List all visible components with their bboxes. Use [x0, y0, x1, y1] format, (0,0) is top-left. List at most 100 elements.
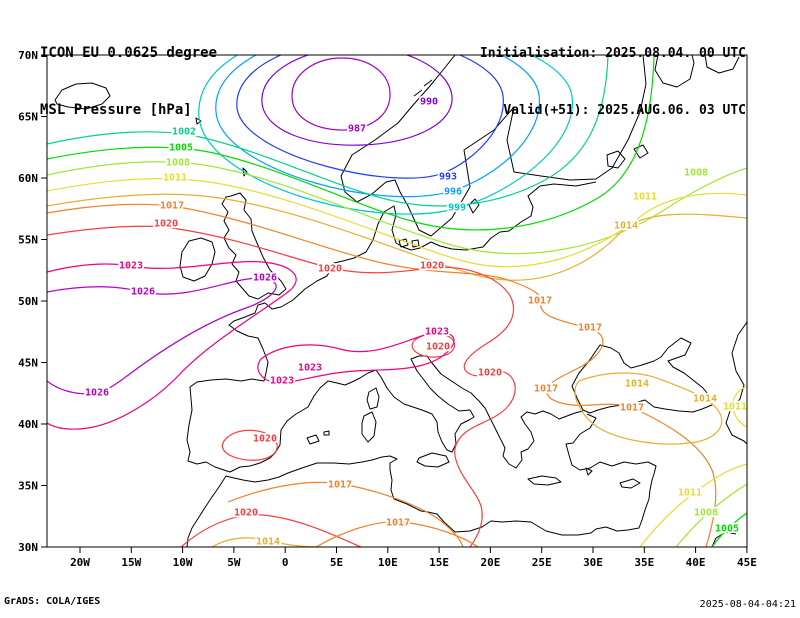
- contour-label-1008: 1008: [166, 158, 190, 169]
- map-frame: [46, 54, 748, 548]
- coastline-path: [619, 478, 641, 489]
- contour-label-1020: 1020: [478, 368, 502, 379]
- isobar-1026: [47, 277, 277, 395]
- isobar-987: [291, 57, 391, 131]
- lon-label: 15W: [121, 556, 141, 569]
- contour-label-1023: 1023: [425, 327, 449, 338]
- contour-label-1026: 1026: [253, 273, 277, 284]
- coastline-path: [398, 238, 409, 248]
- isobar-993: [236, 55, 504, 179]
- isobar-1005: [47, 55, 655, 231]
- contour-label-1014: 1014: [614, 221, 638, 232]
- isobar-1023: [257, 331, 455, 384]
- field-title: MSL Pressure [hPa]: [40, 102, 192, 118]
- lat-label: 55N: [18, 234, 38, 247]
- axis: 70N 65N 60N 55N 50N 45N 40N 35N 30N 20W 15W 10W 5W 0 5…: [18, 49, 757, 569]
- isobar-contours: [47, 55, 747, 547]
- lon-label: 5W: [227, 556, 241, 569]
- isobar-1020: [180, 514, 362, 547]
- valid-time: Valid(+51): 2025.AUG.06. 03 UTC: [503, 103, 746, 118]
- coastline-path: [725, 321, 747, 445]
- coastlines: [54, 55, 747, 547]
- coastline-path: [221, 192, 287, 300]
- lat-label: 30N: [18, 541, 38, 554]
- contour-label-1014: 1014: [256, 537, 280, 548]
- lat-label: 45N: [18, 357, 38, 370]
- init-time: Initialisation: 2025.08.04. 00 UTC: [479, 46, 746, 61]
- contour-label-1008: 1008: [684, 168, 708, 179]
- isobar-1023: [47, 261, 297, 430]
- coastline-path: [633, 144, 649, 159]
- lon-label: 25E: [532, 556, 552, 569]
- contour-label-987: 987: [348, 124, 366, 135]
- lat-label: 65N: [18, 111, 38, 124]
- isobar-1008: [675, 483, 747, 547]
- contour-label-1005: 1005: [715, 524, 739, 535]
- contour-label-1005: 1005: [169, 143, 193, 154]
- contour-label-1017: 1017: [528, 296, 552, 307]
- contour-label-1023: 1023: [119, 261, 143, 272]
- lon-label: 10E: [378, 556, 398, 569]
- coastline-path: [323, 430, 330, 436]
- coastline-path: [704, 55, 740, 74]
- contour-label-1017: 1017: [328, 480, 352, 491]
- isobar-1017: [47, 203, 717, 547]
- coastline-path: [585, 467, 593, 476]
- header-right: Initialisation: 2025.08.04. 00 UTC Valid…: [480, 6, 746, 158]
- creation-timestamp: 2025-08-04-04:21: [699, 599, 796, 610]
- coastline-path: [179, 237, 216, 282]
- isobar-1017: [227, 481, 464, 547]
- isobar-1002: [47, 55, 609, 207]
- coastline-path: [366, 387, 380, 410]
- contour-label-1002: 1002: [172, 127, 196, 138]
- lat-label: 40N: [18, 418, 38, 431]
- contour-label-1020: 1020: [234, 508, 258, 519]
- lon-label: 35E: [634, 556, 654, 569]
- coastline-path: [195, 117, 202, 125]
- contour-label-1026: 1026: [131, 287, 155, 298]
- lat-label: 70N: [18, 49, 38, 62]
- contour-label-1017: 1017: [578, 323, 602, 334]
- isobar-1008: [47, 161, 747, 255]
- isobar-1005: [711, 512, 747, 547]
- contour-label-1014: 1014: [625, 379, 649, 390]
- isobar-1020: [221, 429, 278, 461]
- coastline-path: [571, 337, 713, 414]
- coastline-path: [340, 55, 647, 237]
- isobar-996: [215, 55, 540, 198]
- coastline-path: [654, 55, 695, 88]
- contour-label-1017: 1017: [386, 518, 410, 529]
- coastline-path: [413, 89, 423, 97]
- contour-label-1011: 1011: [678, 488, 702, 499]
- isobar-1020: [411, 333, 456, 358]
- contour-label-1020: 1020: [253, 434, 277, 445]
- isobar-1011: [639, 463, 747, 547]
- coastline-path: [186, 181, 597, 473]
- lon-label: 40E: [686, 556, 706, 569]
- isobar-1017: [315, 521, 479, 547]
- contour-label-1020: 1020: [318, 264, 342, 275]
- grads-credit: GrADS: COLA/IGES: [4, 596, 101, 607]
- lon-label: 0: [282, 556, 289, 569]
- contour-label-993: 993: [439, 172, 457, 183]
- contour-label-999: 999: [448, 203, 466, 214]
- contour-label-1020: 1020: [154, 219, 178, 230]
- isobar-999: [198, 55, 574, 215]
- coastline-path: [306, 434, 320, 445]
- lon-label: 10W: [173, 556, 193, 569]
- contour-label-1008: 1008: [694, 508, 718, 519]
- coastline-path: [416, 452, 450, 468]
- lon-label: 15E: [429, 556, 449, 569]
- contour-labels: 987 990 993 996 999 1002 1005 1008 1008 1011 1011 1…: [83, 95, 749, 550]
- contour-label-1017: 1017: [160, 201, 184, 212]
- contour-label-1023: 1023: [270, 376, 294, 387]
- lat-label: 50N: [18, 295, 38, 308]
- contour-label-1011: 1011: [633, 192, 657, 203]
- coastline-path: [527, 475, 562, 486]
- coastline-path: [423, 79, 433, 87]
- lon-label: 45E: [737, 556, 757, 569]
- contour-label-1011: 1011: [163, 173, 187, 184]
- coastline-path: [361, 411, 377, 443]
- isobar-1011: [732, 385, 747, 428]
